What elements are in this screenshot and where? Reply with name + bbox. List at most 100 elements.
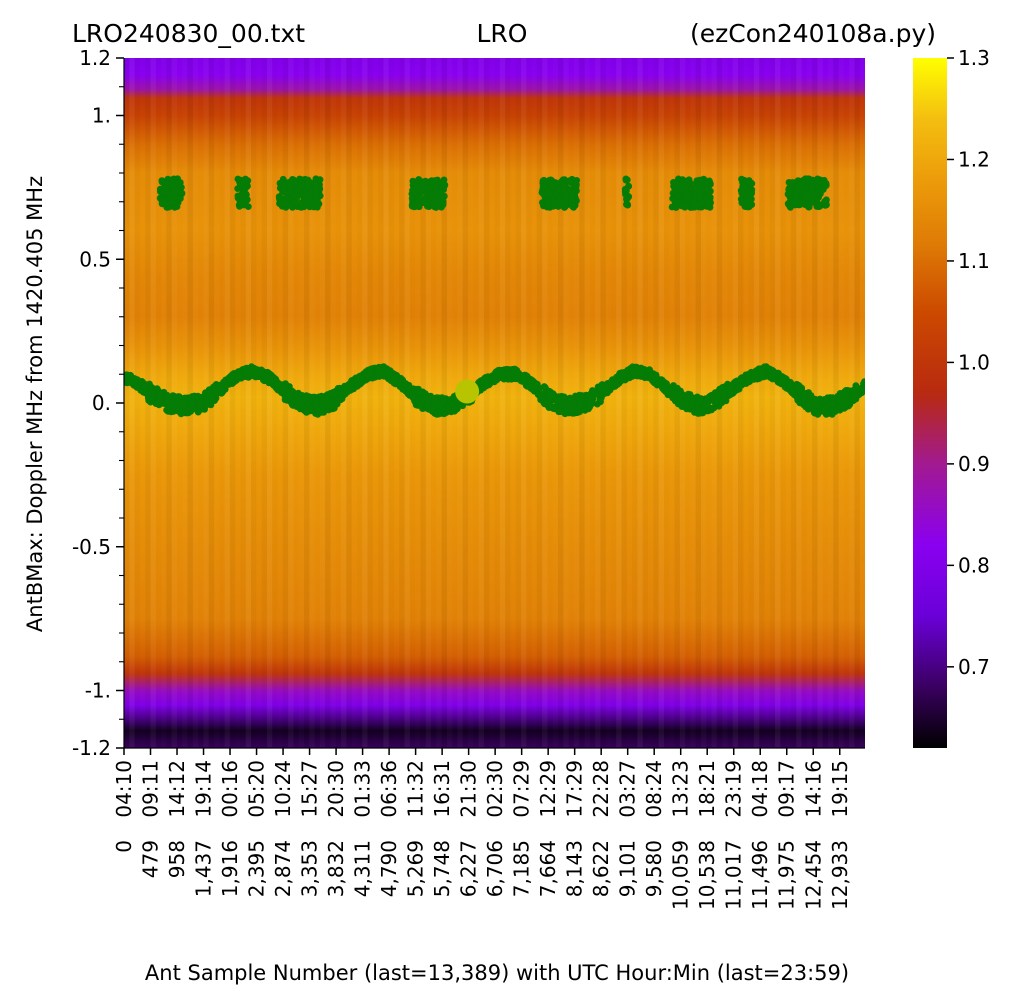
x-tick-time-label: 22:28 xyxy=(589,760,613,818)
cluster-point xyxy=(623,176,631,184)
cluster-point xyxy=(554,203,562,210)
doppler-peak-point xyxy=(820,406,827,413)
doppler-peak-point xyxy=(732,378,739,386)
cluster-point xyxy=(737,187,745,195)
doppler-peak-point xyxy=(744,371,752,378)
doppler-peak-point xyxy=(419,395,427,402)
colorbar-axis: 1.3 1.2 1.1 1.0 0.9 0.8 0.7 xyxy=(947,46,990,679)
y-tick-label: 1.2 xyxy=(79,46,111,70)
cluster-point xyxy=(702,193,709,201)
doppler-peak-point xyxy=(576,401,583,409)
doppler-peak-point xyxy=(424,402,432,410)
doppler-peak-point xyxy=(814,401,822,409)
x-tick-sample-label: 11,017 xyxy=(722,840,746,910)
doppler-peak-point xyxy=(653,378,661,386)
cluster-point xyxy=(169,176,177,183)
x-tick-sample-label: 479 xyxy=(139,840,163,878)
doppler-peak-point xyxy=(546,393,554,401)
doppler-peak-point xyxy=(380,372,388,380)
doppler-peak-point xyxy=(541,383,548,390)
cluster-point xyxy=(669,189,677,197)
doppler-peak-point xyxy=(830,406,837,414)
cluster-point xyxy=(794,177,802,185)
doppler-peak-point xyxy=(367,365,375,373)
y-axis: 1.2 1. 0.5 0. -0.5 -1. -1.2 xyxy=(72,46,125,760)
doppler-peak-point xyxy=(296,400,304,407)
doppler-peak-point xyxy=(541,400,548,407)
x-tick-sample-label: 9,580 xyxy=(642,840,666,897)
x-tick-time-label: 16:31 xyxy=(430,760,454,818)
doppler-peak-point xyxy=(163,391,171,399)
y-tick-label: 1. xyxy=(92,104,111,128)
x-tick-sample-label: 3,832 xyxy=(324,840,348,897)
x-tick-sample-label: 0 xyxy=(112,840,136,853)
doppler-peak-point xyxy=(438,405,446,413)
colorbar xyxy=(913,58,947,748)
doppler-peak-point xyxy=(584,404,592,412)
cluster-point xyxy=(415,193,422,201)
doppler-peak-point xyxy=(480,376,488,384)
cluster-point xyxy=(162,200,170,208)
highlight-marker xyxy=(455,379,480,404)
doppler-peak-point xyxy=(702,403,710,411)
doppler-peak-point xyxy=(858,384,865,392)
cluster-point xyxy=(286,181,293,189)
doppler-peak-point xyxy=(719,383,727,391)
cluster-point xyxy=(276,195,283,203)
y-tick-label: -0.5 xyxy=(72,535,111,559)
doppler-peak-point xyxy=(786,379,793,386)
x-tick-sample-label: 9,101 xyxy=(616,840,640,897)
doppler-peak-point xyxy=(790,390,798,398)
doppler-peak-point xyxy=(814,410,822,418)
doppler-peak-series xyxy=(124,363,865,418)
doppler-peak-point xyxy=(806,393,814,401)
cluster-point xyxy=(569,202,576,210)
x-tick-sample-label: 2,395 xyxy=(245,840,269,897)
doppler-peak-point xyxy=(416,401,423,409)
doppler-peak-point xyxy=(133,376,141,383)
cluster-point xyxy=(177,195,184,202)
cluster-point xyxy=(687,180,694,187)
y-tick-label: -1. xyxy=(85,679,111,703)
doppler-peak-point xyxy=(492,369,500,376)
doppler-peak-point xyxy=(356,375,364,383)
cluster-point xyxy=(432,185,440,192)
cluster-point xyxy=(623,201,630,208)
doppler-peak-point xyxy=(345,381,353,388)
doppler-peak-point xyxy=(386,369,393,376)
doppler-peak-point xyxy=(148,388,156,396)
cluster-point xyxy=(425,184,433,192)
upper-doppler-clusters xyxy=(156,175,830,211)
doppler-peak-point xyxy=(554,396,561,404)
doppler-peak-point xyxy=(188,394,196,402)
x-tick-time-label: 23:19 xyxy=(722,760,746,818)
x-tick-time-label: 09:11 xyxy=(139,760,163,818)
cluster-point xyxy=(440,181,448,188)
doppler-peak-point xyxy=(745,377,753,385)
cluster-point xyxy=(409,186,417,194)
doppler-peak-point xyxy=(212,387,220,395)
doppler-peak-point xyxy=(547,402,554,410)
doppler-peak-point xyxy=(829,400,837,407)
x-tick-time-label: 05:20 xyxy=(245,760,269,818)
doppler-peak-point xyxy=(568,407,576,415)
cluster-point xyxy=(312,182,320,190)
doppler-peak-point xyxy=(624,372,632,379)
cluster-point xyxy=(422,198,429,206)
doppler-peak-point xyxy=(596,397,604,404)
doppler-peak-point xyxy=(853,390,860,398)
cluster-point xyxy=(703,180,711,187)
cluster-point xyxy=(298,181,305,189)
doppler-peak-point xyxy=(425,392,432,400)
cluster-point xyxy=(815,203,823,211)
doppler-peak-point xyxy=(842,387,850,394)
header-station: LRO xyxy=(477,19,528,48)
x-tick-sample-label: 1,916 xyxy=(218,840,242,897)
doppler-peak-point xyxy=(563,404,571,412)
doppler-peak-point xyxy=(405,383,413,390)
doppler-peak-point xyxy=(511,375,519,383)
cluster-point xyxy=(683,193,691,201)
